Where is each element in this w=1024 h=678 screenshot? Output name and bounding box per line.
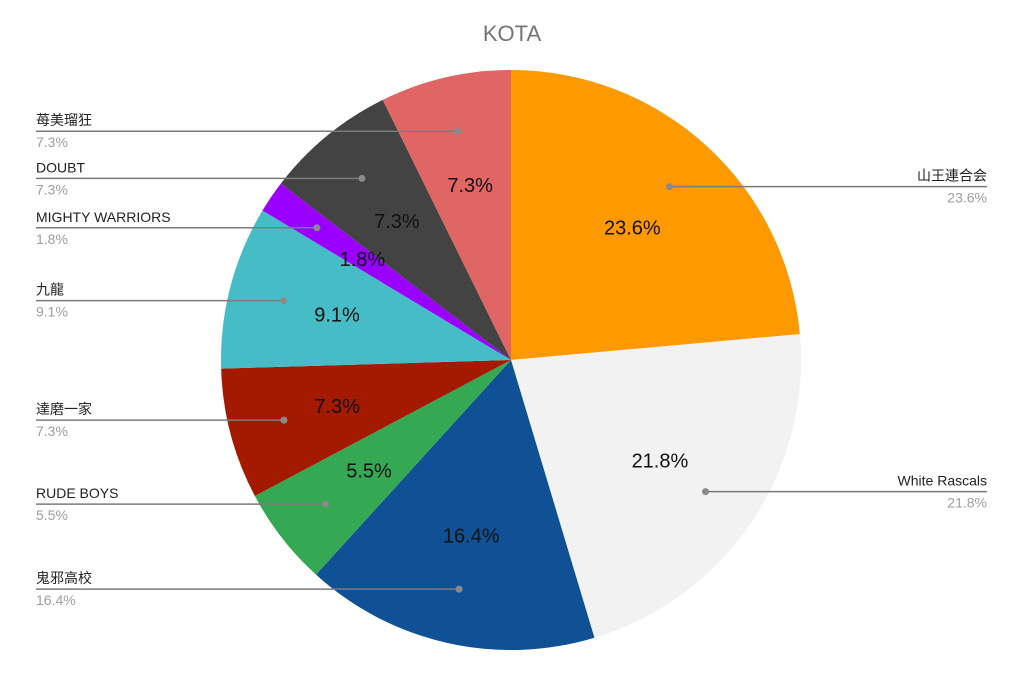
callout-pct-slice-6: 9.1%: [36, 304, 68, 320]
callout-pct-slice-1: 23.6%: [947, 190, 987, 206]
pie-slice-white-rascals: [511, 334, 801, 638]
callout-name-doubt: DOUBT: [36, 159, 85, 175]
slice-value-label-slice-1: 23.6%: [604, 217, 661, 239]
callout-name-slice-5: 達磨一家: [36, 401, 92, 417]
pie-slice-rude-boys: [254, 360, 511, 575]
callout-pct-slice-5: 7.3%: [36, 423, 68, 439]
callout-pct-doubt: 7.3%: [36, 181, 68, 197]
callout-name-mighty-warriors: MIGHTY WARRIORS: [36, 209, 171, 225]
callout-name-rude-boys: RUDE BOYS: [36, 485, 118, 501]
pie-slice-slice-1: [511, 70, 800, 360]
slice-value-label-doubt: 7.3%: [374, 211, 420, 233]
pie-slice-labels: 23.6% 21.8% 16.4% 5.5% 7.3% 9.1% 1.8% 7.3% 7.3%: [314, 175, 688, 547]
slice-value-label-rude-boys: 5.5%: [346, 460, 392, 482]
slice-value-label-slice-3: 16.4%: [443, 525, 500, 547]
callout-name-slice-1: 山王連合会: [917, 168, 987, 184]
pie-slice-doubt: [280, 99, 511, 361]
chart-title: KOTA: [483, 21, 542, 46]
slice-value-label-slice-5: 7.3%: [314, 396, 360, 418]
slice-value-label-white-rascals: 21.8%: [632, 451, 689, 473]
callout-pct-slice-3: 16.4%: [36, 592, 76, 608]
callout-pct-white-rascals: 21.8%: [947, 495, 987, 511]
pie-slices: [221, 70, 801, 650]
callout-pct-rude-boys: 5.5%: [36, 507, 68, 523]
leader-dot-rude-boys: [322, 500, 330, 508]
leader-dot-white-rascals: [702, 488, 710, 496]
leader-dot-slice-3: [455, 585, 463, 593]
slice-value-label-slice-9: 7.3%: [447, 175, 493, 197]
leader-dot-doubt: [358, 174, 366, 182]
callout-pct-mighty-warriors: 1.8%: [36, 231, 68, 247]
callout-name-white-rascals: White Rascals: [898, 473, 987, 489]
callout-name-slice-3: 鬼邪高校: [36, 570, 92, 586]
callout-pct-slice-9: 7.3%: [36, 134, 68, 150]
pie-slice-slice-9: [382, 70, 511, 360]
leader-dot-slice-6: [280, 297, 288, 305]
slice-value-label-slice-6: 9.1%: [314, 305, 360, 327]
pie-slice-mighty-warriors: [262, 183, 511, 360]
pie-slice-slice-6: [221, 210, 512, 369]
callout-name-slice-6: 九龍: [36, 282, 64, 298]
slice-value-label-mighty-warriors: 1.8%: [340, 249, 386, 271]
pie-callouts: 山王連合会 23.6% White Rascals 21.8% 鬼邪高校 16.4% RUD…: [36, 112, 987, 608]
pie-slice-slice-3: [315, 360, 595, 650]
pie-slice-slice-5: [221, 360, 511, 496]
leader-dot-slice-9: [454, 127, 462, 135]
leader-dot-mighty-warriors: [313, 224, 321, 232]
leader-dot-slice-1: [666, 183, 674, 191]
leader-dot-slice-5: [280, 416, 288, 424]
callout-name-slice-9: 苺美瑠狂: [36, 112, 92, 128]
